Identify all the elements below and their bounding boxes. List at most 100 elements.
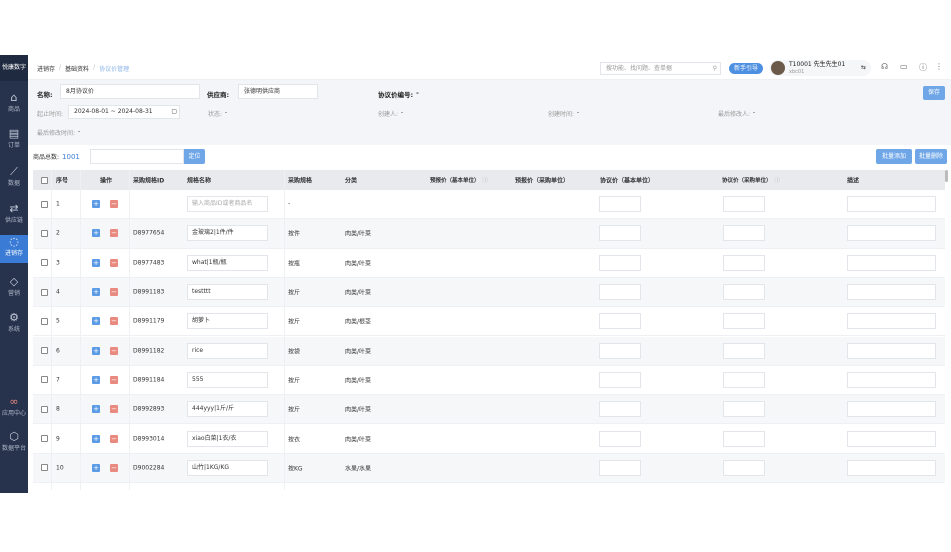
row-checkbox[interactable] <box>41 405 48 413</box>
spec-name-input[interactable]: 555 <box>187 371 268 388</box>
locate-input[interactable] <box>90 149 184 164</box>
remove-row-button[interactable]: − <box>110 229 118 238</box>
agreed-price-base-input[interactable] <box>599 342 641 359</box>
global-search-input[interactable]: 搜功能、找问题、查单据 ⚲ <box>600 62 721 75</box>
description-input[interactable] <box>847 342 936 359</box>
agreed-price-purchase-input[interactable] <box>723 371 765 388</box>
agreed-price-purchase-input[interactable] <box>723 430 765 447</box>
spec-name-input[interactable]: 444yyy|1斤/斤 <box>187 401 268 418</box>
service-icon[interactable]: ☊ <box>881 62 889 71</box>
agreed-price-base-input[interactable] <box>599 284 641 301</box>
description-input[interactable] <box>847 313 936 330</box>
add-row-button[interactable]: + <box>92 229 100 238</box>
save-button[interactable]: 保存 <box>923 86 945 100</box>
more-icon[interactable]: ⋮ <box>935 62 943 71</box>
spec-name-input[interactable]: 胡萝卜 <box>187 313 268 330</box>
spec-name-input[interactable]: what|1瓶/瓶 <box>187 254 268 271</box>
description-input[interactable] <box>847 459 936 476</box>
row-checkbox[interactable] <box>41 229 48 237</box>
agreed-price-base-input[interactable] <box>599 371 641 388</box>
add-row-button[interactable]: + <box>92 346 100 355</box>
row-checkbox[interactable] <box>41 464 48 472</box>
spec-name-input[interactable]: 输入商品ID或者商品名 <box>187 196 268 213</box>
guide-button[interactable]: 新手引导 <box>729 63 763 74</box>
add-row-button[interactable]: + <box>92 463 100 472</box>
agreed-price-base-input[interactable] <box>599 196 641 213</box>
agreed-price-purchase-input[interactable] <box>723 401 765 418</box>
agreed-price-base-input[interactable] <box>599 313 641 330</box>
row-checkbox[interactable] <box>41 435 48 443</box>
description-input[interactable] <box>847 284 936 301</box>
row-checkbox[interactable] <box>41 259 48 267</box>
spec-name-input[interactable]: 山竹|1KG/KG <box>187 459 268 476</box>
agreed-price-base-input[interactable] <box>599 459 641 476</box>
search-icon[interactable]: ⚲ <box>712 65 717 72</box>
description-input[interactable] <box>847 401 936 418</box>
scrollbar[interactable] <box>945 170 948 182</box>
remove-row-button[interactable]: − <box>110 288 118 297</box>
remove-row-button[interactable]: − <box>110 346 118 355</box>
remove-row-button[interactable]: − <box>110 317 118 326</box>
add-row-button[interactable]: + <box>92 200 100 209</box>
sidebar-item-inventory[interactable]: ◌ 进销存 <box>0 235 28 263</box>
remove-row-button[interactable]: − <box>110 434 118 443</box>
row-checkbox[interactable] <box>41 347 48 355</box>
spec-name-input[interactable]: 金玻璃2|1件/件 <box>187 225 268 242</box>
description-input[interactable] <box>847 371 936 388</box>
agreed-price-purchase-input[interactable] <box>723 313 765 330</box>
date-range-picker[interactable]: 2024-08-01 ~ 2024-08-31 ▢ <box>68 105 180 119</box>
agreed-price-base-input[interactable] <box>599 254 641 271</box>
row-checkbox[interactable] <box>41 200 48 208</box>
add-row-button[interactable]: + <box>92 258 100 267</box>
add-row-button[interactable]: + <box>92 375 100 384</box>
remove-row-button[interactable]: − <box>110 375 118 384</box>
agreed-price-purchase-input[interactable] <box>723 196 765 213</box>
locate-button[interactable]: 定位 <box>184 149 205 164</box>
sidebar-item-orders[interactable]: ▤ 订单 <box>0 127 28 153</box>
sidebar-item-system[interactable]: ⚙ 系统 <box>0 311 28 337</box>
agreed-price-base-input[interactable] <box>599 401 641 418</box>
batch-add-button[interactable]: 批量添加 <box>876 149 912 164</box>
remove-row-button[interactable]: − <box>110 258 118 267</box>
agreed-price-base-input[interactable] <box>599 225 641 242</box>
description-input[interactable] <box>847 196 936 213</box>
add-row-button[interactable]: + <box>92 405 100 414</box>
spec-name-input[interactable]: xiao白菜|1衣/衣 <box>187 430 268 447</box>
agreed-price-base-input[interactable] <box>599 430 641 447</box>
select-all-checkbox[interactable] <box>41 176 48 184</box>
sidebar-item-goods[interactable]: ⌂ 商品 <box>0 91 28 117</box>
remove-row-button[interactable]: − <box>110 405 118 414</box>
switch-icon[interactable]: ⇆ <box>861 64 867 71</box>
help-icon[interactable]: ⓘ <box>919 63 927 72</box>
user-switcher[interactable]: T10001 先生先生01 xbc01 ⇆ <box>769 60 871 76</box>
description-input[interactable] <box>847 430 936 447</box>
breadcrumb-basic-data[interactable]: 基础资料 <box>65 66 90 73</box>
row-checkbox[interactable] <box>41 376 48 384</box>
sidebar-item-marketing[interactable]: ◇ 营销 <box>0 275 28 301</box>
spec-name-input[interactable]: testttt <box>187 284 268 301</box>
add-row-button[interactable]: + <box>92 317 100 326</box>
sidebar-item-data[interactable]: ⟋ 数据 <box>0 165 28 191</box>
agreed-price-purchase-input[interactable] <box>723 225 765 242</box>
agreed-price-purchase-input[interactable] <box>723 284 765 301</box>
description-input[interactable] <box>847 225 936 242</box>
agreed-price-purchase-input[interactable] <box>723 254 765 271</box>
message-icon[interactable]: ▭ <box>900 62 908 71</box>
sidebar-item-app-center[interactable]: ∞ 应用中心 <box>1 395 26 417</box>
spec-name-input[interactable]: rice <box>187 342 268 359</box>
row-checkbox[interactable] <box>41 288 48 296</box>
add-row-button[interactable]: + <box>92 434 100 443</box>
supplier-input[interactable]: 张德明供应商 <box>238 84 318 99</box>
row-checkbox[interactable] <box>41 317 48 325</box>
help-icon[interactable]: ⓘ <box>482 178 489 184</box>
batch-delete-button[interactable]: 批量删除 <box>915 149 947 164</box>
sidebar-item-data-platform[interactable]: ⬡ 数据平台 <box>1 430 26 452</box>
add-row-button[interactable]: + <box>92 288 100 297</box>
breadcrumb-inventory[interactable]: 进销存 <box>37 66 56 73</box>
description-input[interactable] <box>847 254 936 271</box>
remove-row-button[interactable]: − <box>110 463 118 472</box>
agreed-price-purchase-input[interactable] <box>723 459 765 476</box>
name-input[interactable]: 8月协议价 <box>60 84 200 99</box>
agreed-price-purchase-input[interactable] <box>723 342 765 359</box>
sidebar-item-supply-chain[interactable]: ⇄ 供应链 <box>0 202 28 228</box>
